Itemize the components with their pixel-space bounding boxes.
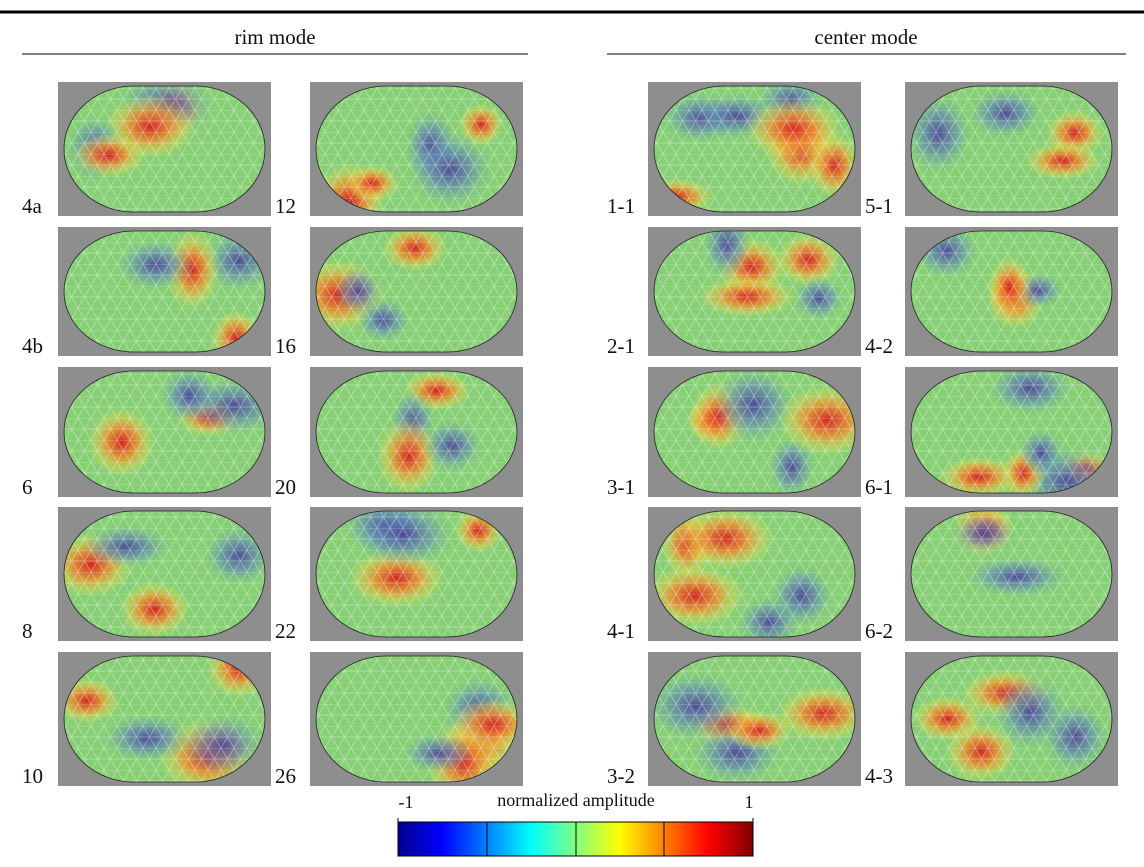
mesh	[310, 227, 523, 356]
mesh	[648, 227, 861, 356]
mesh	[58, 507, 271, 641]
mode-label: 12	[275, 194, 296, 218]
mesh	[310, 652, 523, 786]
colorbar-label: normalized amplitude	[497, 790, 654, 810]
mesh	[648, 507, 861, 641]
mesh	[648, 367, 861, 497]
mode-label: 8	[22, 619, 33, 643]
panels: 4a 4b 6 8 10 12 16 20 22 26 1-1 2-1 3-1 4-1 3-2 5-1 4-2 6…	[22, 74, 1118, 802]
mode-label: 6	[22, 475, 33, 499]
mode-label: 16	[275, 334, 296, 358]
mode-label: 10	[22, 764, 43, 788]
mode-panel: 6	[22, 367, 283, 499]
mode-label: 1-1	[607, 194, 635, 218]
section-title: center mode	[814, 25, 917, 49]
mesh	[310, 507, 523, 641]
mode-label: 6-2	[865, 619, 893, 643]
mode-panel: 26	[275, 652, 535, 802]
mode-panel: 20	[275, 367, 523, 499]
section-title: rim mode	[234, 25, 315, 49]
mode-label: 3-1	[607, 475, 635, 499]
mode-panel: 4b	[22, 227, 273, 366]
colorbar-tick-label: -1	[399, 792, 414, 812]
mesh	[58, 367, 271, 497]
mode-panel: 12	[275, 82, 523, 237]
mode-panel: 2-1	[607, 210, 861, 358]
mesh	[648, 652, 861, 786]
mesh	[905, 82, 1118, 216]
mode-label: 4-1	[607, 619, 635, 643]
mesh	[905, 507, 1118, 641]
mode-label: 22	[275, 619, 296, 643]
mode-shape	[310, 367, 523, 497]
mode-label: 6-1	[865, 475, 893, 499]
mode-panel: 6-1	[865, 362, 1118, 516]
figure: rim mode center mode 4a 4b 6 8 10 12 16 20 22 26 1…	[0, 0, 1144, 867]
mesh	[905, 367, 1118, 497]
mode-label: 5-1	[865, 194, 893, 218]
mode-label: 4b	[22, 334, 43, 358]
mode-panel: 1-1	[607, 74, 861, 218]
mode-panel: 5-1	[865, 82, 1118, 218]
mode-panel: 4-3	[865, 652, 1118, 788]
mode-label: 26	[275, 764, 296, 788]
mode-panel: 22	[275, 497, 523, 643]
mesh	[58, 652, 271, 786]
mesh	[310, 367, 523, 497]
mode-label: 4a	[22, 194, 43, 218]
mode-panel: 8	[22, 507, 274, 643]
mode-shape	[905, 652, 1118, 786]
mode-label: 2-1	[607, 334, 635, 358]
mode-label: 4-3	[865, 764, 893, 788]
mode-panel: 16	[275, 225, 523, 358]
mesh	[58, 82, 271, 216]
mode-panel: 4-1	[607, 507, 861, 648]
mesh	[648, 82, 861, 216]
mesh	[310, 82, 523, 216]
mode-panel: 3-1	[607, 367, 878, 499]
mode-panel: 4a	[22, 74, 271, 218]
mesh	[905, 227, 1118, 356]
mesh	[58, 227, 271, 356]
mode-panel: 10	[22, 637, 272, 795]
mode-label: 20	[275, 475, 296, 499]
mesh	[905, 652, 1118, 786]
mode-panel: 3-2	[607, 652, 872, 788]
colorbar-tick-label: 1	[745, 792, 754, 812]
mode-label: 3-2	[607, 764, 635, 788]
mode-label: 4-2	[865, 334, 893, 358]
mode-panel: 6-2	[865, 499, 1118, 643]
mode-shape	[905, 82, 1118, 216]
mode-panel: 4-2	[865, 223, 1118, 358]
